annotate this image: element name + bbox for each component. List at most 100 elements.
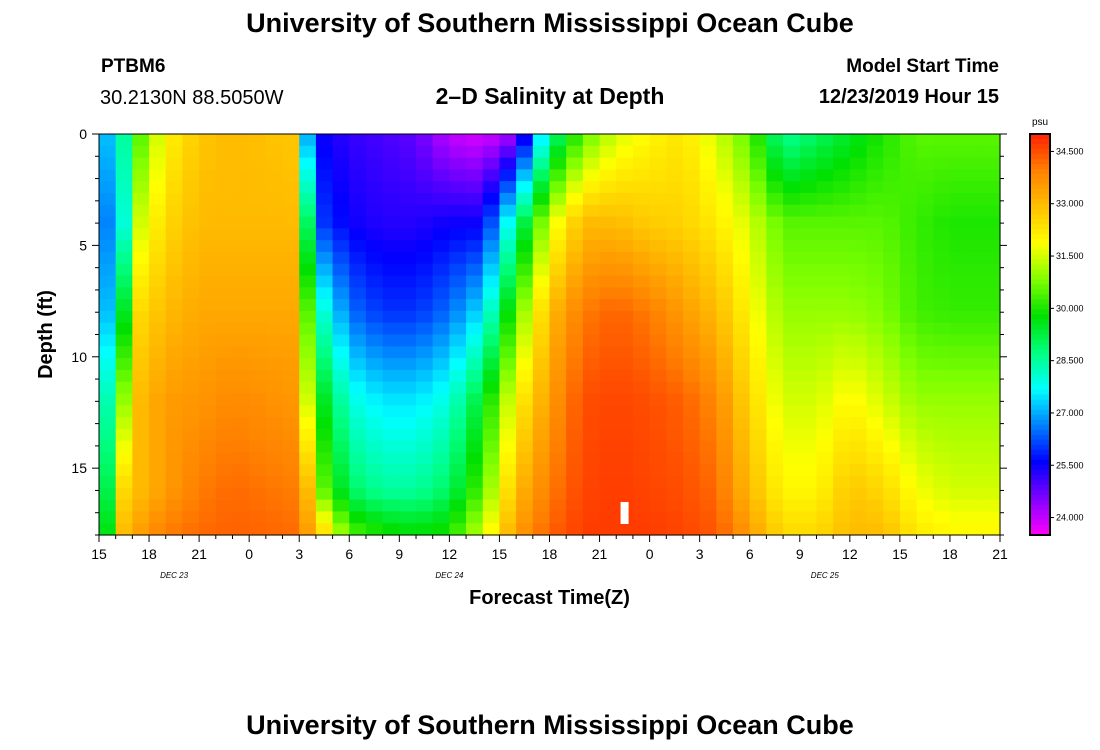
colorbar-segment — [1030, 169, 1050, 175]
heatmap-cell — [349, 369, 367, 383]
heatmap-cell — [833, 322, 851, 336]
heatmap-cell — [766, 228, 784, 241]
heatmap-cell — [99, 204, 117, 218]
heatmap-cell — [933, 263, 951, 277]
heatmap-cell — [499, 287, 517, 300]
heatmap-cell — [699, 499, 717, 513]
heatmap-cell — [365, 417, 384, 430]
heatmap-cell — [349, 346, 367, 359]
colorbar-segment — [1030, 349, 1050, 356]
heatmap-cell — [599, 417, 617, 430]
heatmap-cell — [165, 511, 184, 524]
heatmap-cell — [482, 134, 501, 147]
heatmap-cell — [466, 310, 484, 324]
heatmap-cell — [916, 134, 934, 147]
heatmap-cell — [582, 169, 601, 182]
heatmap-cell — [549, 487, 567, 501]
heatmap-cell — [449, 134, 467, 147]
heatmap-cell — [933, 511, 951, 524]
heatmap-cell — [265, 440, 284, 454]
heatmap-cell — [449, 346, 467, 359]
heatmap-cell — [215, 251, 234, 265]
heatmap-cell — [549, 251, 567, 265]
heatmap-cell — [349, 428, 367, 442]
heatmap-cell — [132, 204, 150, 218]
x-tick-label: 21 — [191, 546, 207, 562]
heatmap-cell — [899, 310, 918, 324]
heatmap-cell — [849, 216, 868, 229]
heatmap-cell — [132, 440, 150, 454]
heatmap-cell — [949, 499, 968, 513]
heatmap-cell — [332, 393, 350, 406]
heatmap-cell — [499, 310, 517, 324]
heatmap-cell — [799, 440, 818, 454]
heatmap-cell — [499, 216, 517, 229]
heatmap-cell — [315, 464, 334, 477]
heatmap-cell — [199, 476, 217, 489]
heatmap-cell — [616, 287, 634, 300]
heatmap-cell — [215, 417, 234, 430]
heatmap-cell — [666, 322, 684, 336]
heatmap-cell — [799, 251, 818, 265]
heatmap-cell — [382, 181, 400, 194]
colorbar-label: 27.000 — [1056, 408, 1084, 418]
heatmap-cell — [733, 275, 751, 288]
heatmap-cell — [566, 381, 584, 395]
heatmap-cell — [382, 310, 400, 324]
heatmap-cell — [699, 358, 717, 371]
heatmap-cell — [432, 428, 450, 442]
heatmap-cell — [365, 499, 384, 513]
colorbar-segment — [1030, 434, 1050, 441]
heatmap-cell — [249, 452, 267, 465]
heatmap-cell — [866, 487, 884, 501]
heatmap-cell — [349, 192, 367, 206]
heatmap-cell — [482, 334, 501, 347]
heatmap-cell — [549, 299, 567, 312]
heatmap-cell — [466, 228, 484, 241]
heatmap-cell — [182, 322, 200, 336]
heatmap-cell — [933, 417, 951, 430]
heatmap-cell — [215, 322, 234, 336]
heatmap-cell — [599, 523, 617, 536]
heatmap-cell — [315, 346, 334, 359]
heatmap-cell — [632, 464, 651, 477]
heatmap-cell — [165, 240, 184, 253]
heatmap-cell — [666, 523, 684, 536]
heatmap-cell — [749, 476, 768, 489]
date-label: DEC 23 — [160, 571, 189, 580]
colorbar-segment — [1030, 454, 1050, 461]
heatmap-cell — [682, 464, 701, 477]
heatmap-cell — [215, 192, 234, 206]
heatmap-cell — [265, 169, 284, 182]
heatmap-cell — [682, 476, 701, 489]
heatmap-cell — [249, 369, 267, 383]
heatmap-cell — [499, 299, 517, 312]
heatmap-cell — [549, 263, 567, 277]
colorbar-segment — [1030, 269, 1050, 275]
heatmap-cell — [365, 346, 384, 359]
heatmap-cell — [783, 393, 801, 406]
heatmap-cell — [783, 499, 801, 513]
heatmap-cell — [816, 440, 834, 454]
heatmap-cell — [265, 417, 284, 430]
heatmap-cell — [99, 405, 117, 418]
heatmap-cell — [599, 134, 617, 147]
heatmap-cell — [499, 346, 517, 359]
heatmap-cell — [983, 381, 1001, 395]
heatmap-cell — [849, 204, 868, 218]
heatmap-cell — [349, 169, 367, 182]
heatmap-cell — [899, 251, 918, 265]
heatmap-cell — [649, 464, 667, 477]
heatmap-cell — [416, 358, 434, 371]
heatmap-cell — [165, 499, 184, 513]
heatmap-cell — [749, 346, 768, 359]
heatmap-cell — [599, 169, 617, 182]
heatmap-cell — [632, 428, 651, 442]
heatmap-cell — [315, 299, 334, 312]
heatmap-cell — [666, 499, 684, 513]
heatmap-cell — [165, 452, 184, 465]
heatmap-cell — [682, 263, 701, 277]
heatmap-cell — [249, 499, 267, 513]
heatmap-cell — [632, 334, 651, 347]
heatmap-cell — [916, 464, 934, 477]
